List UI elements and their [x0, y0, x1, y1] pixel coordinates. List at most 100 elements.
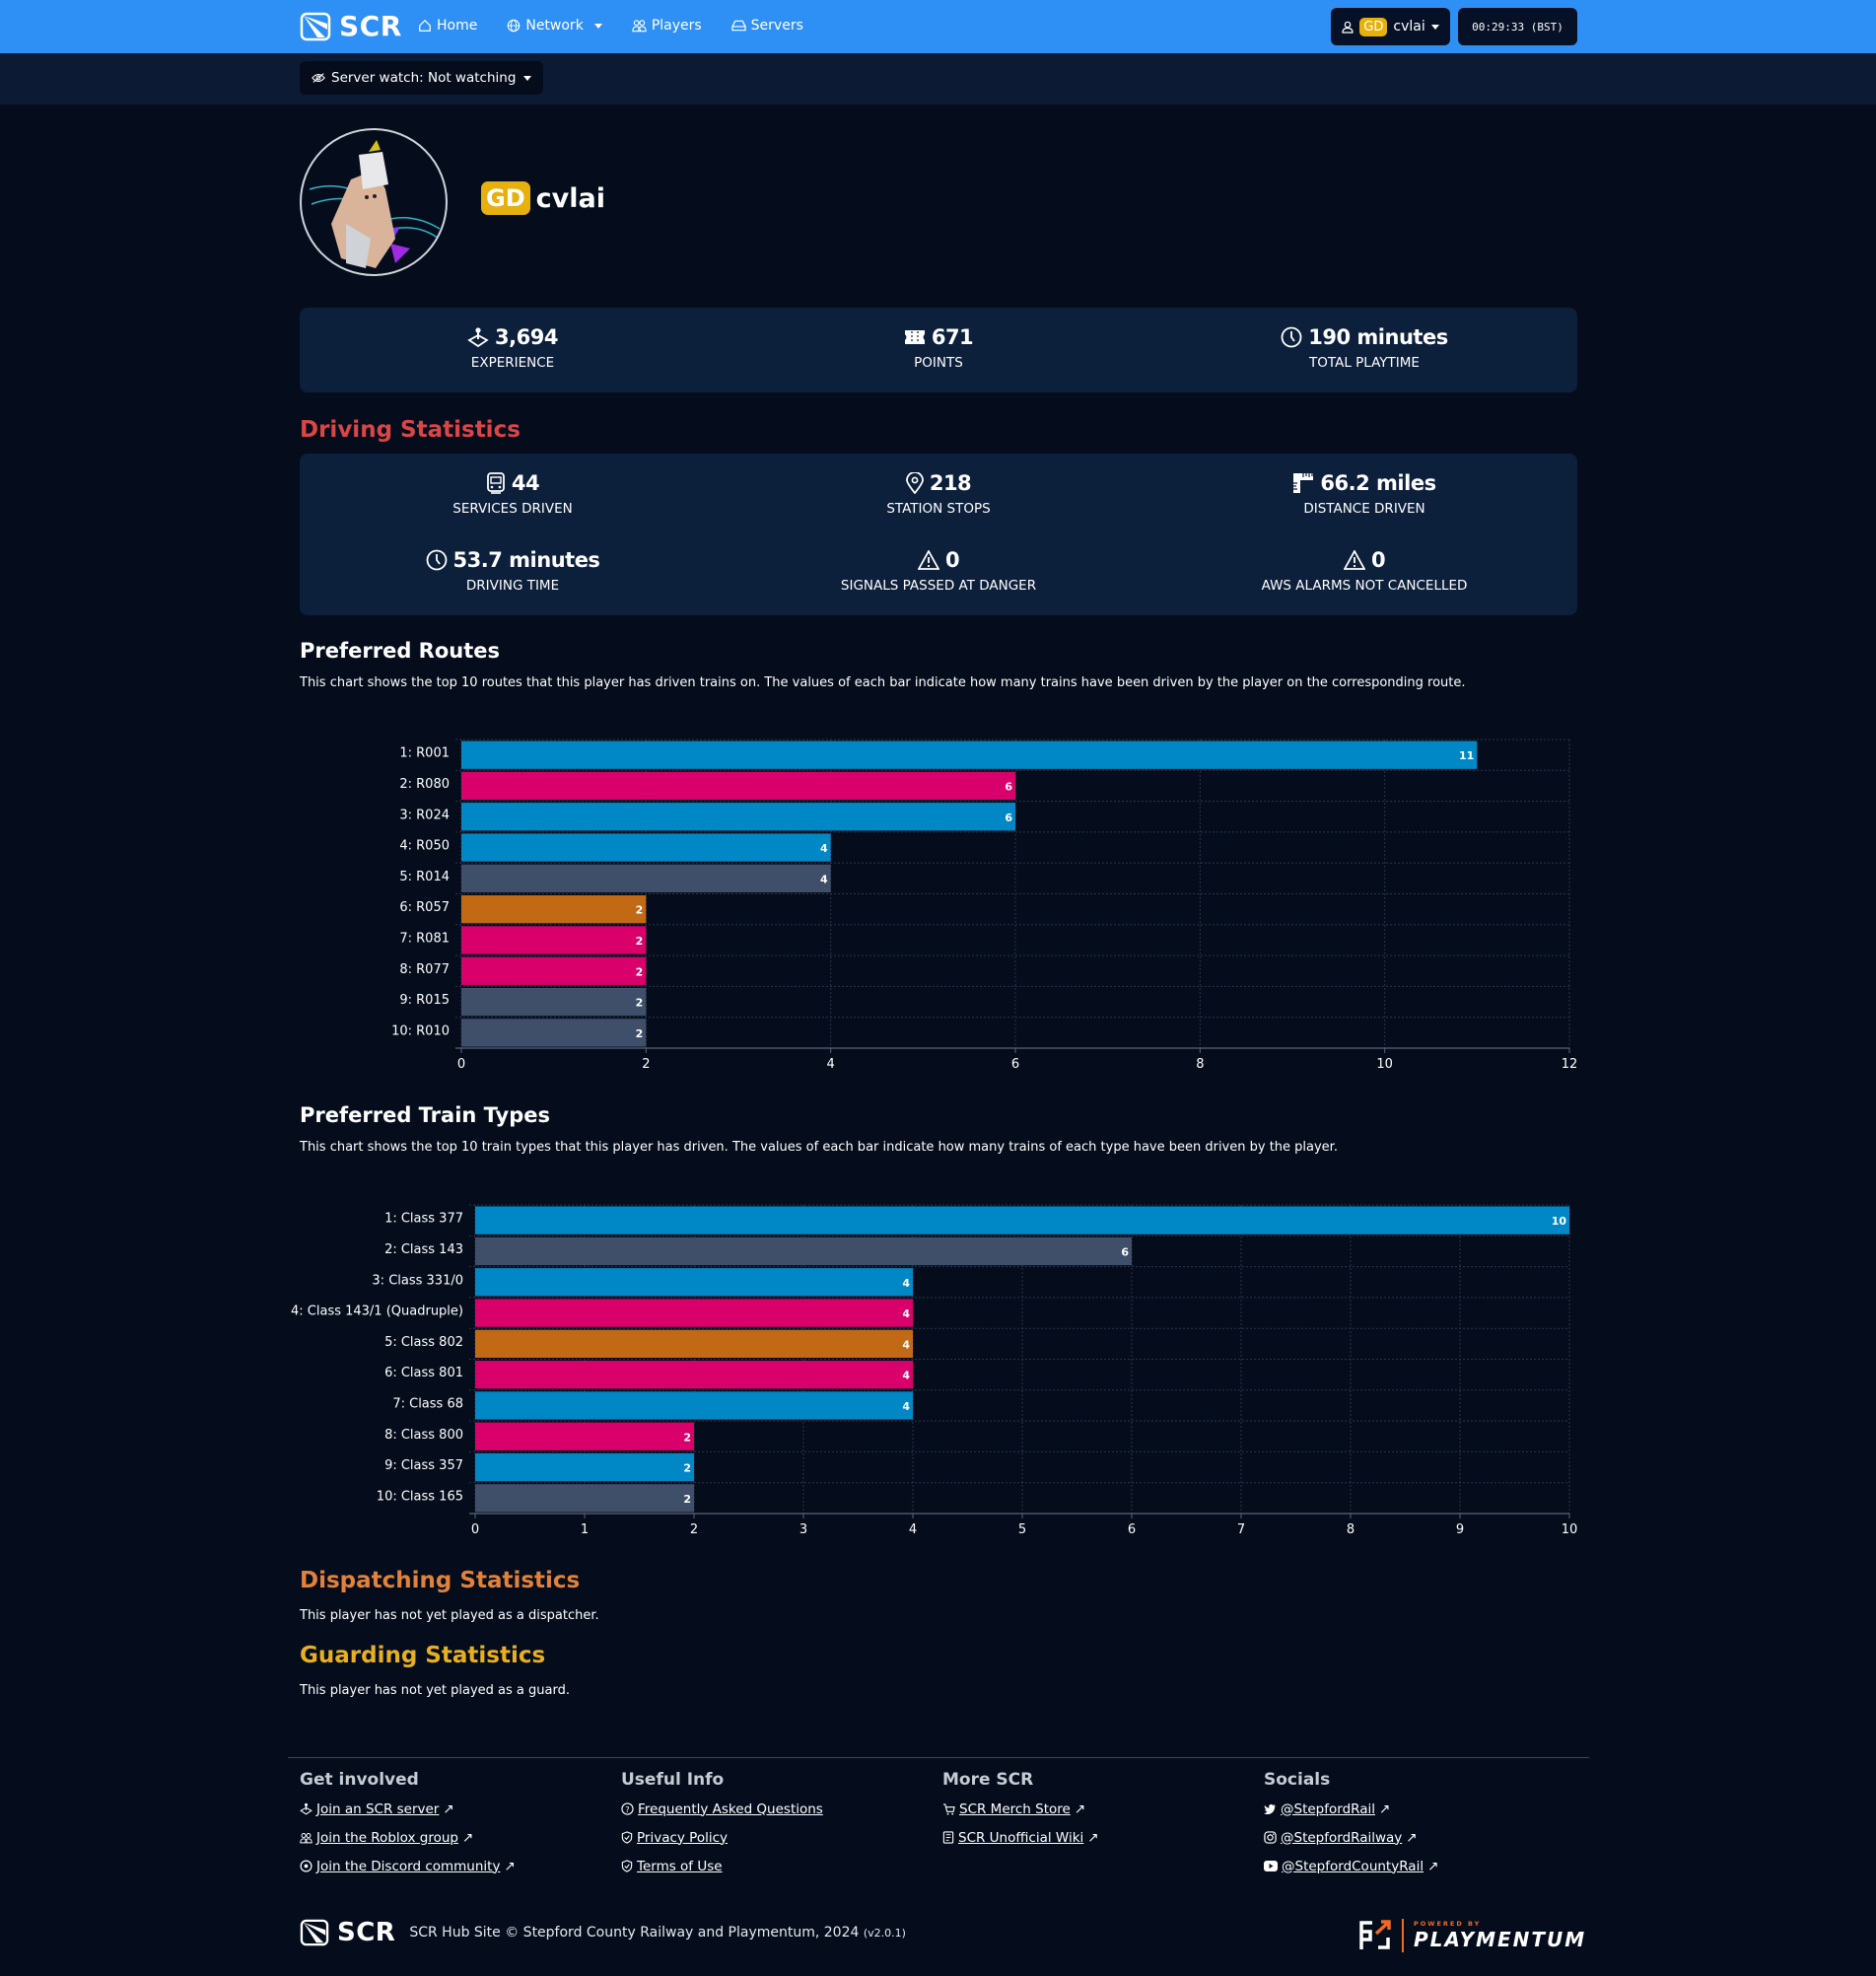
category-label: 8: Class 800 — [384, 1428, 463, 1443]
category-label: 7: Class 68 — [392, 1396, 463, 1411]
bar-value-label: 6 — [1121, 1245, 1129, 1258]
clock-icon — [1281, 326, 1302, 348]
footer-link-label[interactable]: Privacy Policy — [637, 1829, 729, 1846]
footer-col-title: Useful Info — [621, 1770, 725, 1790]
footer-link-label[interactable]: Frequently Asked Questions — [638, 1800, 823, 1817]
footer-link-merch[interactable]: SCR Merch Store ↗ — [942, 1800, 1099, 1818]
bar-value-label: 4 — [902, 1277, 910, 1290]
rank-badge: GD — [481, 181, 530, 215]
category-label: 8: R077 — [399, 962, 450, 977]
bar-value-label: 4 — [902, 1307, 910, 1320]
preferred-routes-heading: Preferred Routes — [300, 639, 500, 663]
footer-link-label[interactable]: SCR Unofficial Wiki — [958, 1829, 1084, 1846]
preferred-train-types-description: This chart shows the top 10 train types … — [300, 1140, 1338, 1155]
bar-value-label: 4 — [902, 1370, 910, 1382]
bar — [475, 1361, 913, 1389]
x-tick-label: 4 — [909, 1522, 917, 1537]
x-tick-label: 6 — [1011, 1057, 1019, 1072]
svg-text:?: ? — [625, 1804, 629, 1814]
footer-link-label[interactable]: Terms of Use — [637, 1858, 723, 1874]
footer-link-faq[interactable]: ? Frequently Asked Questions — [621, 1800, 823, 1818]
footer-link-instagram[interactable]: @StepfordRailway ↗ — [1264, 1828, 1438, 1847]
avatar-image — [309, 140, 443, 268]
footer-link-terms[interactable]: Terms of Use — [621, 1857, 823, 1875]
bar — [461, 926, 647, 954]
bar-value-label: 10 — [1552, 1215, 1567, 1228]
warning-icon — [1343, 550, 1365, 570]
x-tick-label: 8 — [1347, 1522, 1355, 1537]
stat-aws-alarms: 0 AWS Alarms Not Cancelled — [1151, 548, 1577, 594]
category-label: 6: Class 801 — [384, 1366, 463, 1380]
playmentum-logo[interactable]: POWERED BY PLAYMENTUM — [1358, 1919, 1586, 1952]
stat-label: Driving Time — [465, 578, 560, 594]
category-label: 4: Class 143/1 (Quadruple) — [291, 1305, 463, 1319]
stat-value: 190 minutes — [1308, 325, 1448, 349]
nav-players-label: Players — [651, 18, 702, 34]
stat-points: 671 Points — [726, 325, 1151, 371]
stat-label: Total Playtime — [1309, 355, 1420, 371]
twitter-icon — [1264, 1803, 1276, 1814]
footer-col-title: More SCR — [942, 1770, 1034, 1790]
bar — [461, 1019, 647, 1047]
bar-value-label: 2 — [636, 997, 644, 1010]
youtube-icon — [1264, 1861, 1278, 1871]
footer-link-discord[interactable]: Join the Discord community ↗ — [300, 1857, 516, 1875]
bar-value-label: 2 — [636, 1027, 644, 1040]
nav-players[interactable]: Players — [632, 18, 702, 34]
brand-logo[interactable]: SCR — [300, 10, 402, 42]
bar — [475, 1329, 913, 1358]
external-link-icon: ↗ — [461, 1829, 474, 1846]
bar — [461, 864, 831, 892]
bar-value-label: 6 — [1005, 780, 1012, 793]
external-link-icon: ↗ — [1074, 1800, 1086, 1817]
category-label: 9: Class 357 — [384, 1458, 463, 1473]
bar — [475, 1206, 1569, 1235]
footer-link-label[interactable]: @StepfordCountyRail — [1282, 1858, 1424, 1874]
x-tick-label: 3 — [799, 1522, 807, 1537]
scr-logo-icon — [300, 12, 331, 40]
stat-value: 44 — [511, 471, 540, 495]
footer-link-youtube[interactable]: @StepfordCountyRail ↗ — [1264, 1857, 1438, 1875]
footer-link-label[interactable]: @StepfordRail — [1281, 1800, 1375, 1817]
stat-station-stops: 218 Station Stops — [726, 471, 1151, 517]
footer-divider — [288, 1757, 1589, 1758]
bar — [475, 1484, 694, 1513]
footer-link-privacy[interactable]: Privacy Policy — [621, 1828, 823, 1847]
joystick-icon — [467, 327, 489, 348]
clock-icon — [426, 549, 447, 571]
playmentum-text: PLAYMENTUM — [1414, 1928, 1587, 1951]
nav-servers[interactable]: Servers — [731, 18, 803, 34]
nav-home[interactable]: Home — [418, 18, 477, 34]
footer-link-label[interactable]: SCR Merch Store — [959, 1800, 1071, 1817]
user-name: cvlai — [1393, 19, 1425, 35]
footer-link-label[interactable]: @StepfordRailway — [1281, 1829, 1403, 1846]
footer-link-label[interactable]: Join an SCR server — [316, 1800, 440, 1817]
nav-network-label: Network — [525, 18, 584, 34]
bar-value-label: 4 — [902, 1338, 910, 1351]
bar-value-label: 2 — [683, 1493, 691, 1506]
bar — [461, 833, 831, 862]
external-link-icon: ↗ — [1087, 1829, 1099, 1846]
nav-network[interactable]: Network — [507, 18, 602, 34]
profile-name: GD cvlai — [481, 181, 605, 215]
powered-by-text: POWERED BY — [1414, 1920, 1482, 1928]
guarding-statistics-heading: Guarding Statistics — [300, 1643, 546, 1668]
footer-link-roblox-group[interactable]: Join the Roblox group ↗ — [300, 1828, 516, 1847]
footer-link-join-server[interactable]: Join an SCR server ↗ — [300, 1800, 516, 1818]
dispatching-empty-text: This player has not yet played as a disp… — [300, 1608, 599, 1623]
x-tick-label: 4 — [827, 1057, 835, 1072]
preferred-train-types-heading: Preferred Train Types — [300, 1103, 550, 1127]
footer-link-twitter[interactable]: @StepfordRail ↗ — [1264, 1800, 1438, 1818]
footer-link-label[interactable]: Join the Roblox group — [316, 1829, 458, 1846]
footer-link-wiki[interactable]: SCR Unofficial Wiki ↗ — [942, 1828, 1099, 1847]
ruler-icon — [1293, 473, 1314, 493]
chevron-down-icon — [593, 23, 602, 29]
user-menu-button[interactable]: GD cvlai — [1331, 8, 1450, 45]
shield-icon — [621, 1831, 633, 1844]
footer-col-socials: Socials @StepfordRail ↗ @StepfordRailway… — [1264, 1770, 1438, 1885]
dispatching-statistics-heading: Dispatching Statistics — [300, 1568, 581, 1593]
footer-link-label[interactable]: Join the Discord community — [316, 1858, 501, 1874]
server-watch-dropdown[interactable]: Server watch: Not watching — [300, 61, 544, 95]
category-label: 1: R001 — [399, 746, 450, 761]
